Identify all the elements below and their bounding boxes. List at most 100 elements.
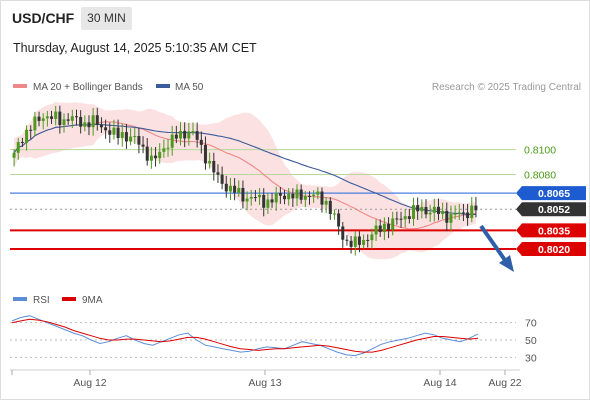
candle-body (137, 136, 141, 145)
candle-body (420, 206, 424, 212)
candle-body (195, 131, 199, 140)
candle-body (91, 115, 95, 128)
x-tick-label: Aug 13 (248, 377, 281, 389)
candle-body (37, 116, 41, 121)
level-badge (516, 223, 586, 238)
candle-body (312, 194, 316, 197)
candle-body (149, 155, 153, 161)
candle-body (104, 127, 108, 131)
candle-body (287, 193, 291, 200)
rsi-line (11, 315, 479, 357)
candle-body (249, 197, 253, 199)
candle-body (187, 131, 191, 139)
candle-body (349, 240, 353, 247)
candle-body (145, 146, 149, 161)
rsi-grid: 70 50 30 (10, 318, 537, 364)
candle-body (387, 223, 391, 230)
ma20-legend-swatch (13, 84, 27, 88)
candle-body (120, 132, 124, 139)
candle-body (320, 191, 324, 205)
candle-body (466, 212, 470, 219)
ma50-line (13, 123, 476, 216)
candle-body (382, 223, 386, 233)
candle-body (166, 147, 170, 149)
price-tick-label: 0.8100 (524, 145, 556, 157)
candle-body (391, 218, 395, 230)
candle-body (220, 174, 224, 184)
candle-body (345, 239, 349, 241)
candle-body (378, 225, 382, 233)
candle-body (370, 234, 374, 241)
candle-body (303, 195, 307, 200)
candle-body (216, 172, 220, 175)
x-tick-label: Aug 22 (488, 377, 521, 389)
candle-body (162, 148, 166, 152)
candle-body (307, 195, 311, 197)
candle-body (262, 194, 266, 208)
rsi-lines (11, 315, 479, 357)
candle-body (470, 205, 474, 219)
candle-body (58, 111, 62, 125)
candle-body (124, 132, 128, 142)
candle-body (457, 212, 461, 214)
candle-body (436, 206, 440, 214)
candle-body (199, 139, 203, 145)
candle-body (62, 119, 66, 125)
candle-body (245, 198, 249, 202)
candle-body (129, 136, 133, 142)
candle-body (79, 116, 83, 127)
candle-body (357, 236, 361, 245)
timestamp: Thursday, August 14, 2025 5:10:35 AM CET (13, 41, 257, 55)
candle-body (324, 200, 328, 205)
candle-body (266, 199, 270, 208)
level-badges: 0.8065 0.8052 0.8035 0.8020 (516, 186, 586, 256)
candle-body (299, 189, 303, 200)
research-credit: Research © 2025 Trading Central (432, 82, 581, 93)
candle-body (283, 195, 287, 200)
candle-body (87, 122, 91, 128)
candle-body (191, 131, 195, 133)
candle-body (253, 197, 257, 199)
candle-body (445, 210, 449, 223)
ma50-legend-label: MA 50 (175, 82, 204, 93)
candle-body (461, 212, 465, 214)
candle-body (203, 144, 207, 164)
candle-body (99, 124, 103, 128)
candle-body (12, 152, 16, 158)
candle-body (228, 185, 232, 192)
candle-body (116, 127, 120, 139)
candle-body (399, 218, 403, 220)
price-tick-label: 0.8080 (524, 169, 556, 181)
candle-body (291, 193, 295, 199)
level-badge-label: 0.8065 (538, 188, 570, 200)
candle-body (70, 116, 74, 121)
timeframe-badge[interactable]: 30 MIN (81, 7, 132, 30)
candle-body (274, 192, 278, 203)
level-badge (516, 186, 586, 201)
candle-body (441, 210, 445, 214)
candle-body (332, 213, 336, 215)
candle-body (362, 239, 366, 245)
candle-body (33, 116, 37, 131)
level-lines: 0.8100 0.8080 (10, 145, 556, 250)
rsi-level-label: 70 (525, 318, 537, 330)
candle-body (395, 218, 399, 220)
x-tick-label: Aug 12 (73, 377, 106, 389)
candle-body (474, 205, 478, 211)
candle-body (449, 213, 453, 223)
candle-body (432, 206, 436, 213)
candle-body (241, 187, 245, 202)
candle-body (45, 116, 49, 119)
candle-body (366, 239, 370, 241)
level-badge-label: 0.8052 (538, 204, 570, 216)
candle-body (453, 213, 457, 215)
candle-body (353, 236, 357, 247)
candle-body (174, 134, 178, 139)
candle-body (374, 225, 378, 235)
level-badge (516, 241, 586, 256)
candle-body (41, 118, 45, 121)
candle-body (270, 199, 274, 203)
main-legend: MA 20 + Bollinger Bands MA 50 Research ©… (13, 82, 581, 93)
candle-body (412, 205, 416, 219)
